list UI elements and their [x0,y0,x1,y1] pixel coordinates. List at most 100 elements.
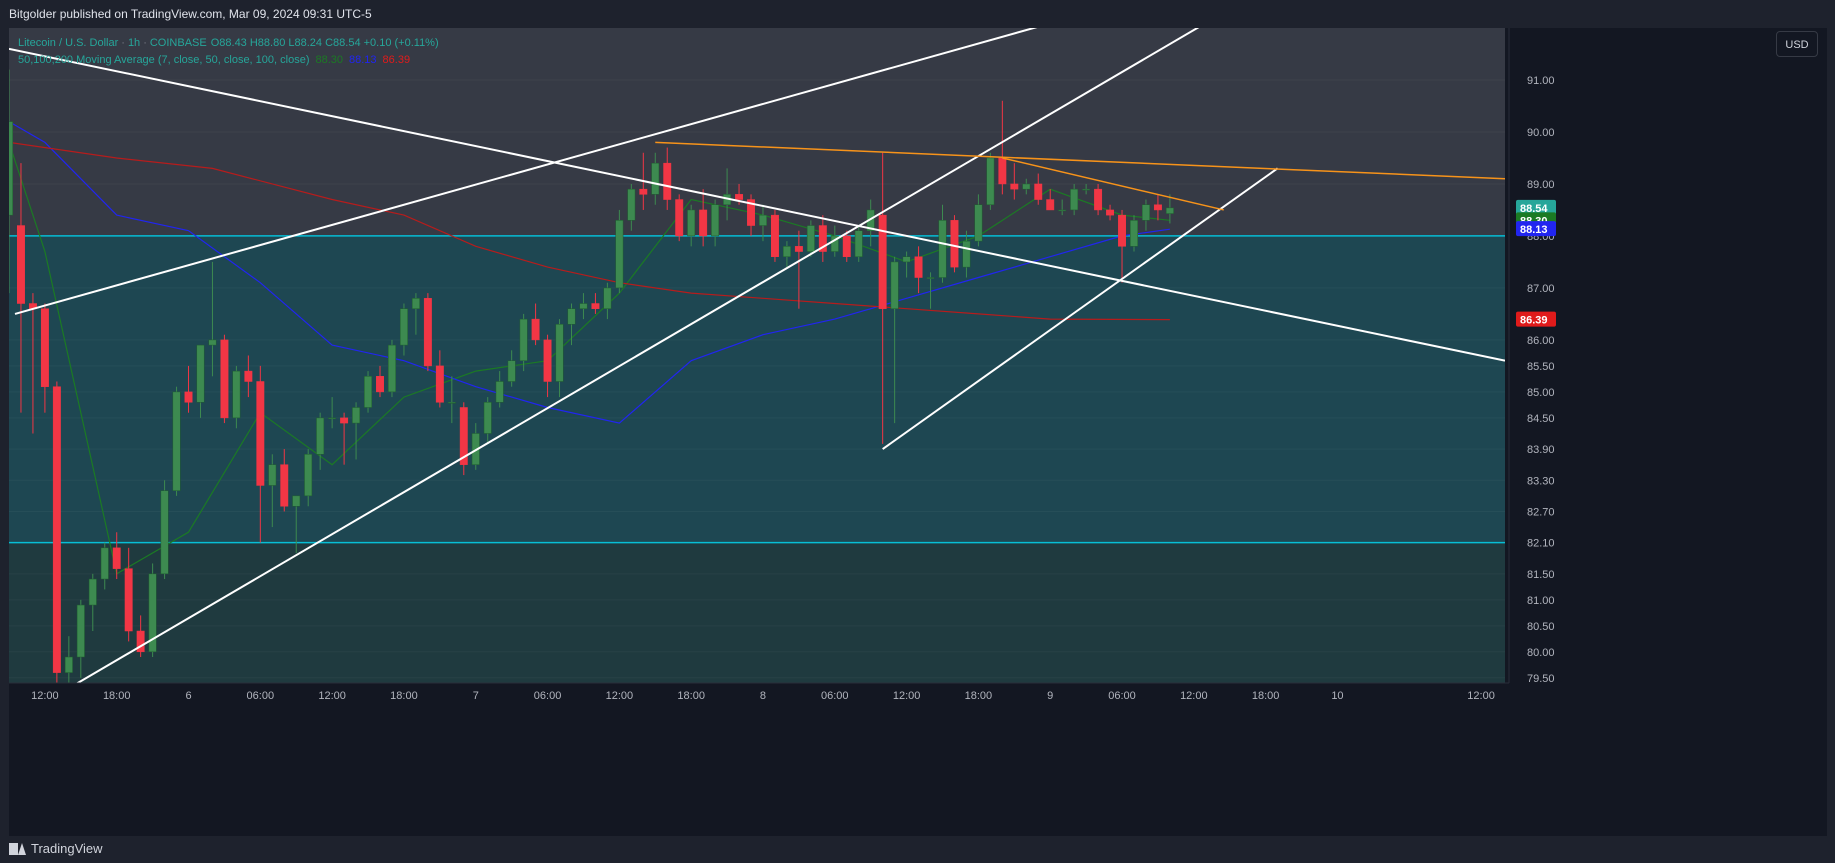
currency-button[interactable]: USD [1776,31,1818,57]
candle-body [735,194,744,200]
candle-body [52,386,61,673]
candle-body [232,370,241,419]
ma7-value: 88.30 [315,54,344,66]
tradingview-footer[interactable]: TradingView [9,836,103,862]
candle-body [591,303,600,309]
candle-body [1165,207,1174,214]
candle-body [1058,209,1067,212]
candle-body [76,604,85,658]
candle-body [483,402,492,434]
candle-body [220,339,229,419]
candle-body [567,308,576,325]
candle-body [256,381,265,486]
candle-body [747,199,755,226]
candle-body [1070,188,1079,211]
time-tick-label: 18:00 [677,690,705,702]
candle-body [1153,204,1162,211]
price-tick-label: 79.50 [1527,673,1555,685]
candle-body [1082,188,1091,191]
plot-layer [9,28,1505,683]
time-tick-label: 12:00 [318,690,346,702]
candle-body [364,376,373,408]
time-tick-label: 12:00 [1467,690,1495,702]
zone-rect-2 [9,542,1505,683]
ohlc-values: O88.43 H88.80 L88.24 C88.54 +0.10 (+0.11… [210,37,439,49]
time-tick-label: 18:00 [103,690,131,702]
candle-body [555,324,564,382]
ma-legend-row[interactable]: 50,100,200 Moving Average (7, close, 50,… [18,52,439,69]
candle-body [950,220,959,268]
time-tick-label: 06:00 [534,690,562,702]
symbol-name: Litecoin / U.S. Dollar [18,37,119,49]
price-tick-label: 86.00 [1527,335,1555,347]
symbol-legend-row[interactable]: Litecoin / U.S. Dollar · 1h · COINBASE O88.43… [18,37,439,49]
candle-body [759,214,767,226]
trendline-0 [9,47,1505,362]
candle-body [675,199,684,237]
candle-body [842,235,851,257]
time-tick-label: 06:00 [821,690,849,702]
time-tick-label: 8 [760,690,766,702]
tradingview-logo-icon [9,843,26,855]
price-tag: 88.13 [1516,221,1556,237]
candle-body [88,578,97,606]
time-tick-label: 06:00 [1108,690,1136,702]
time-tick-label: 12:00 [31,690,59,702]
candle-body [9,121,13,216]
price-tick-label: 82.70 [1527,506,1555,518]
candle-body [124,568,133,632]
candle-body [172,391,181,491]
time-tick-label: 12:00 [893,690,921,702]
candle-body [1130,220,1138,247]
candle-body [388,344,396,393]
ma50-value: 88.13 [349,54,377,66]
price-tag-bg [1516,311,1556,327]
chart-legend: Litecoin / U.S. Dollar · 1h · COINBASE O88.43… [18,35,439,69]
candle-body [184,391,193,403]
time-tick-label: 10 [1331,690,1343,702]
candle-body [459,407,468,465]
price-tick-label: 83.90 [1527,444,1555,456]
ma-line-1 [9,121,1170,424]
candle-body [280,464,289,507]
candle-body [926,277,935,279]
candle-body [1034,183,1043,200]
candle-body [64,656,73,673]
time-tick-label: 18:00 [965,690,993,702]
candle-body [148,573,157,653]
candle-body [292,495,301,507]
candle-body [878,214,887,309]
candle-body [615,220,624,289]
candle-body [711,204,720,237]
price-chart[interactable]: 91.0090.0089.0088.0087.0086.0085.5085.00… [9,28,1827,836]
candle-body [1118,214,1126,247]
published-header: Bitgolder published on TradingView.com, … [0,0,1835,28]
candle-body [304,454,313,497]
candle-body [1106,209,1115,216]
trendline-4 [1002,157,1224,211]
brand-name: TradingView [31,841,103,856]
price-tick-label: 81.50 [1527,569,1555,581]
interval-label: 1h [127,37,141,49]
time-tick-label: 12:00 [606,690,634,702]
candle-body [806,225,815,252]
candle-body [399,308,408,346]
candle-body [447,402,456,404]
exchange-label: COINBASE [149,37,207,49]
price-tick-label: 84.50 [1527,413,1555,425]
candle-body [519,318,528,361]
candle-body [794,246,803,252]
candle-body [196,344,205,403]
time-tick-label: 7 [473,690,479,702]
candle-body [160,490,169,575]
candle-body [340,417,349,424]
price-tick-label: 85.50 [1527,361,1555,373]
candle-body [639,188,648,195]
candle-body [411,298,420,309]
candle-body [17,225,25,304]
price-tick-label: 89.00 [1527,179,1555,191]
candle-body [603,287,612,309]
candle-body [531,318,540,341]
time-axis-bg [9,683,1509,710]
candle-body [782,246,791,257]
